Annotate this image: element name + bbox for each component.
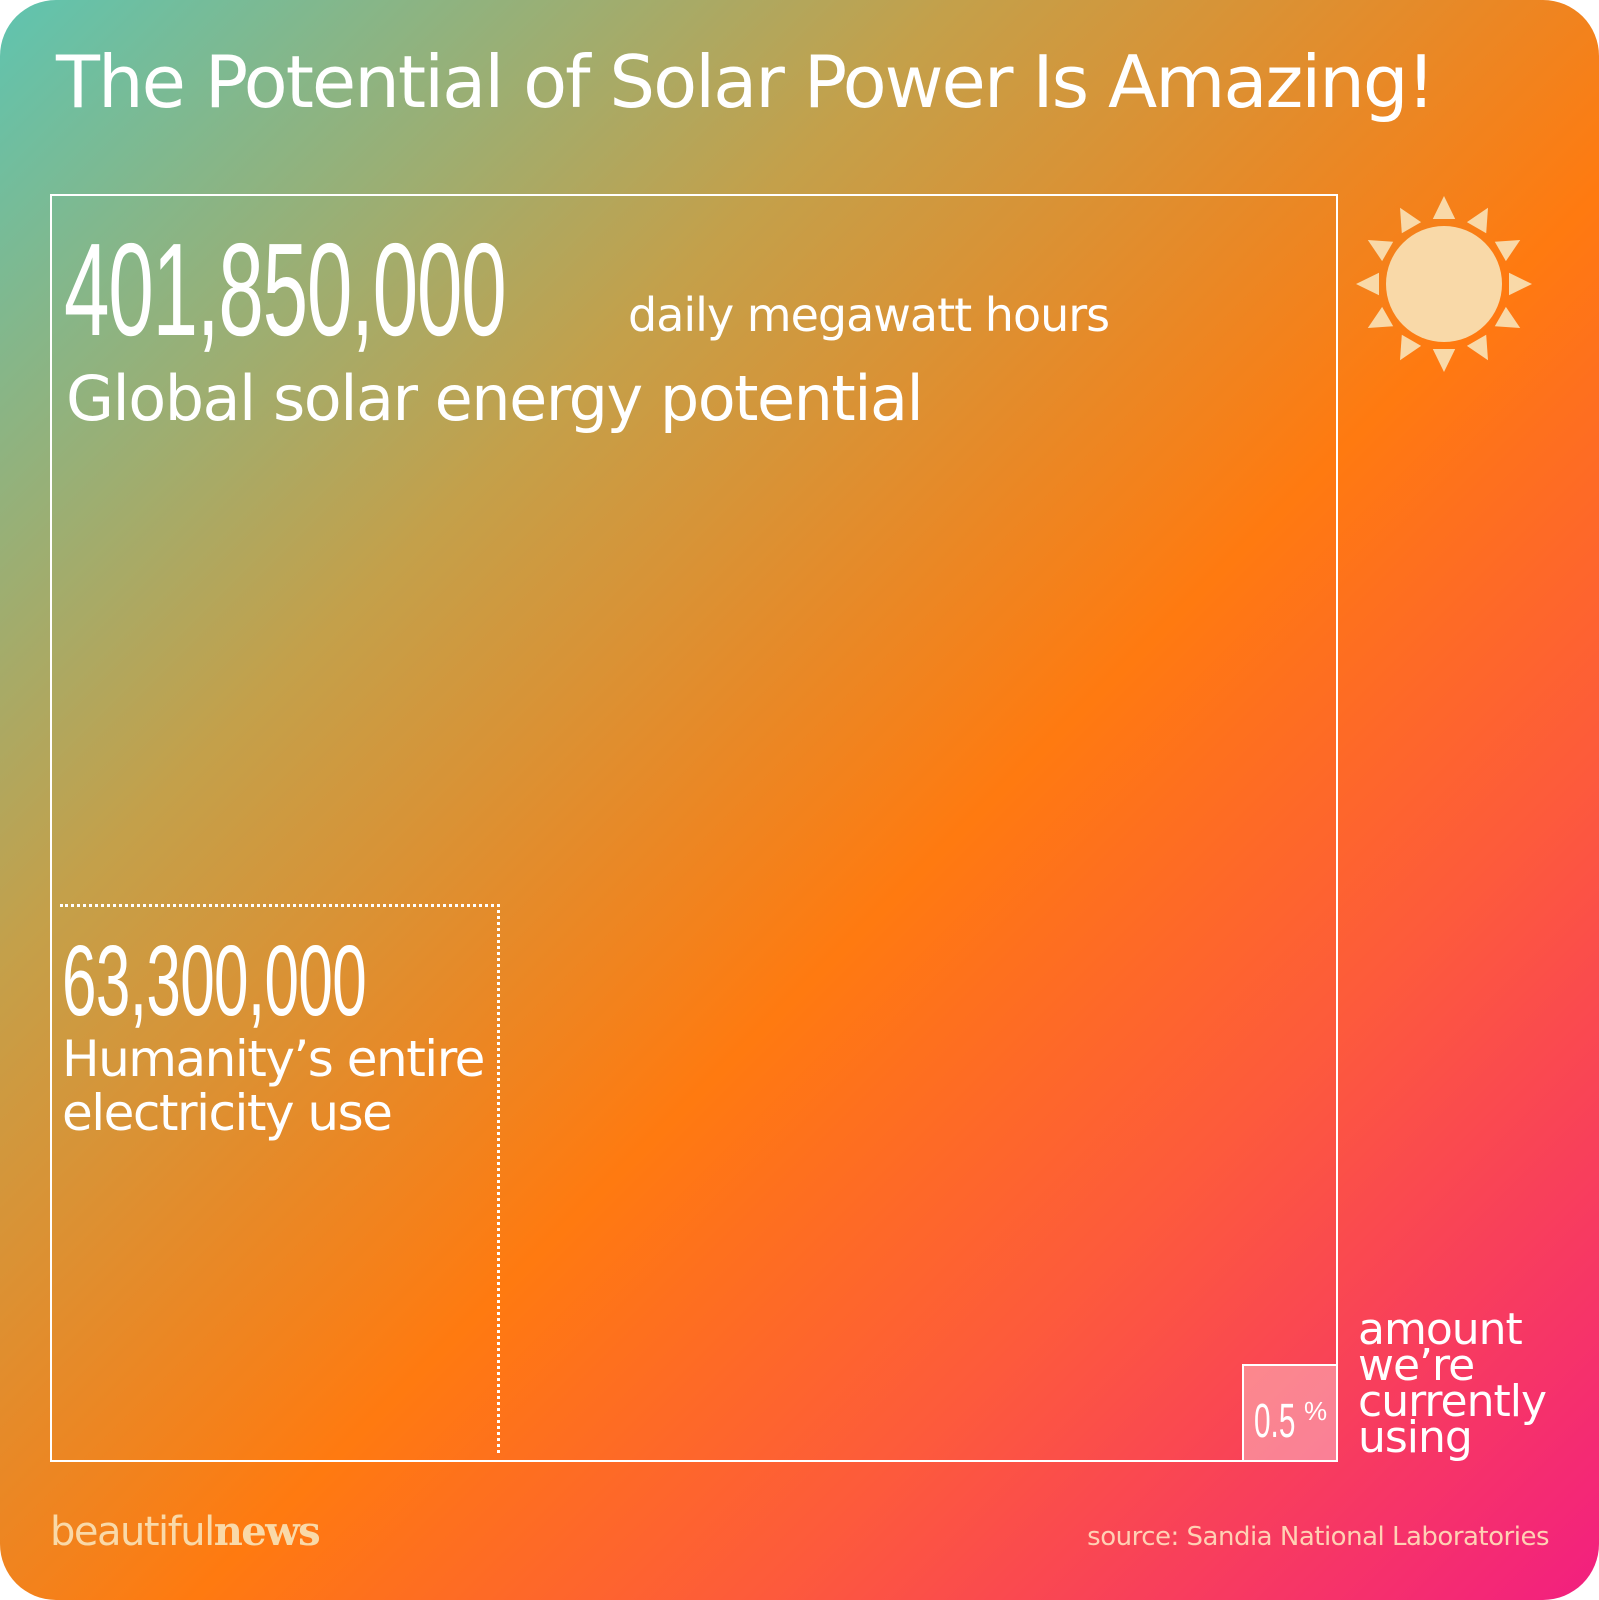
sun-ray [1494,240,1521,262]
current-use-label-line: currently [1358,1376,1547,1427]
sun-ray [1494,306,1521,328]
electricity-use-label-line: Humanity’s entire [62,1030,485,1088]
page-title: The Potential of Solar Power Is Amazing! [56,40,1435,124]
global-potential-value: 401,850,000 [64,216,507,363]
sun-rays [1356,196,1532,372]
unit-label: daily megawatt hours [628,288,1110,342]
current-use-label-line: we’re [1358,1340,1475,1391]
electricity-use-box [60,904,500,1453]
current-use-label: amount we’re currently using [1358,1304,1578,1463]
sun-ray [1466,334,1488,361]
brand-name-bold: news [213,1508,321,1555]
sun-ray [1400,207,1422,234]
source-credit: source: Sandia National Laboratories [1087,1522,1549,1552]
brand-name-light: beautiful [50,1509,215,1555]
global-potential-box [50,194,1338,1462]
current-use-percent-sign: % [1304,1396,1328,1426]
current-use-value: 0.5 [1254,1395,1296,1448]
sun-core [1386,226,1502,342]
sun-ray [1356,272,1379,296]
current-use-label-line: using [1358,1412,1473,1463]
current-use-box [1242,1364,1338,1462]
sun-ray [1432,349,1456,372]
current-use-label-line: amount [1358,1304,1523,1355]
sun-ray [1367,306,1394,328]
sun-icon [1356,196,1532,372]
sun-ray [1400,334,1422,361]
sun-ray [1466,207,1488,234]
sun-ray [1432,196,1456,219]
electricity-use-label-line: electricity use [62,1084,393,1142]
sun-ray [1367,240,1394,262]
electricity-use-value: 63,300,000 [62,925,367,1037]
sun-ray [1509,272,1532,296]
brand-logo: beautifulnews [50,1508,321,1555]
electricity-use-label: Humanity’s entire electricity use [62,1032,502,1140]
global-potential-label: Global solar energy potential [66,362,924,435]
